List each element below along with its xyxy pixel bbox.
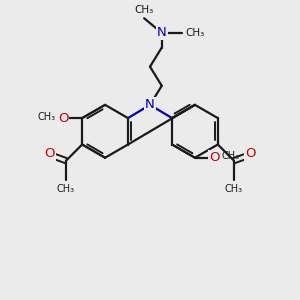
Text: CH₃: CH₃ (225, 184, 243, 194)
Text: CH₃: CH₃ (38, 112, 56, 122)
Text: O: O (245, 147, 255, 160)
Text: CH₃: CH₃ (221, 151, 239, 161)
Text: O: O (209, 151, 219, 164)
Text: CH₃: CH₃ (57, 184, 75, 194)
Text: N: N (145, 98, 155, 111)
Text: CH₃: CH₃ (134, 5, 154, 15)
Text: N: N (157, 26, 166, 39)
Text: O: O (58, 112, 68, 124)
Text: CH₃: CH₃ (185, 28, 205, 38)
Text: O: O (45, 147, 55, 160)
